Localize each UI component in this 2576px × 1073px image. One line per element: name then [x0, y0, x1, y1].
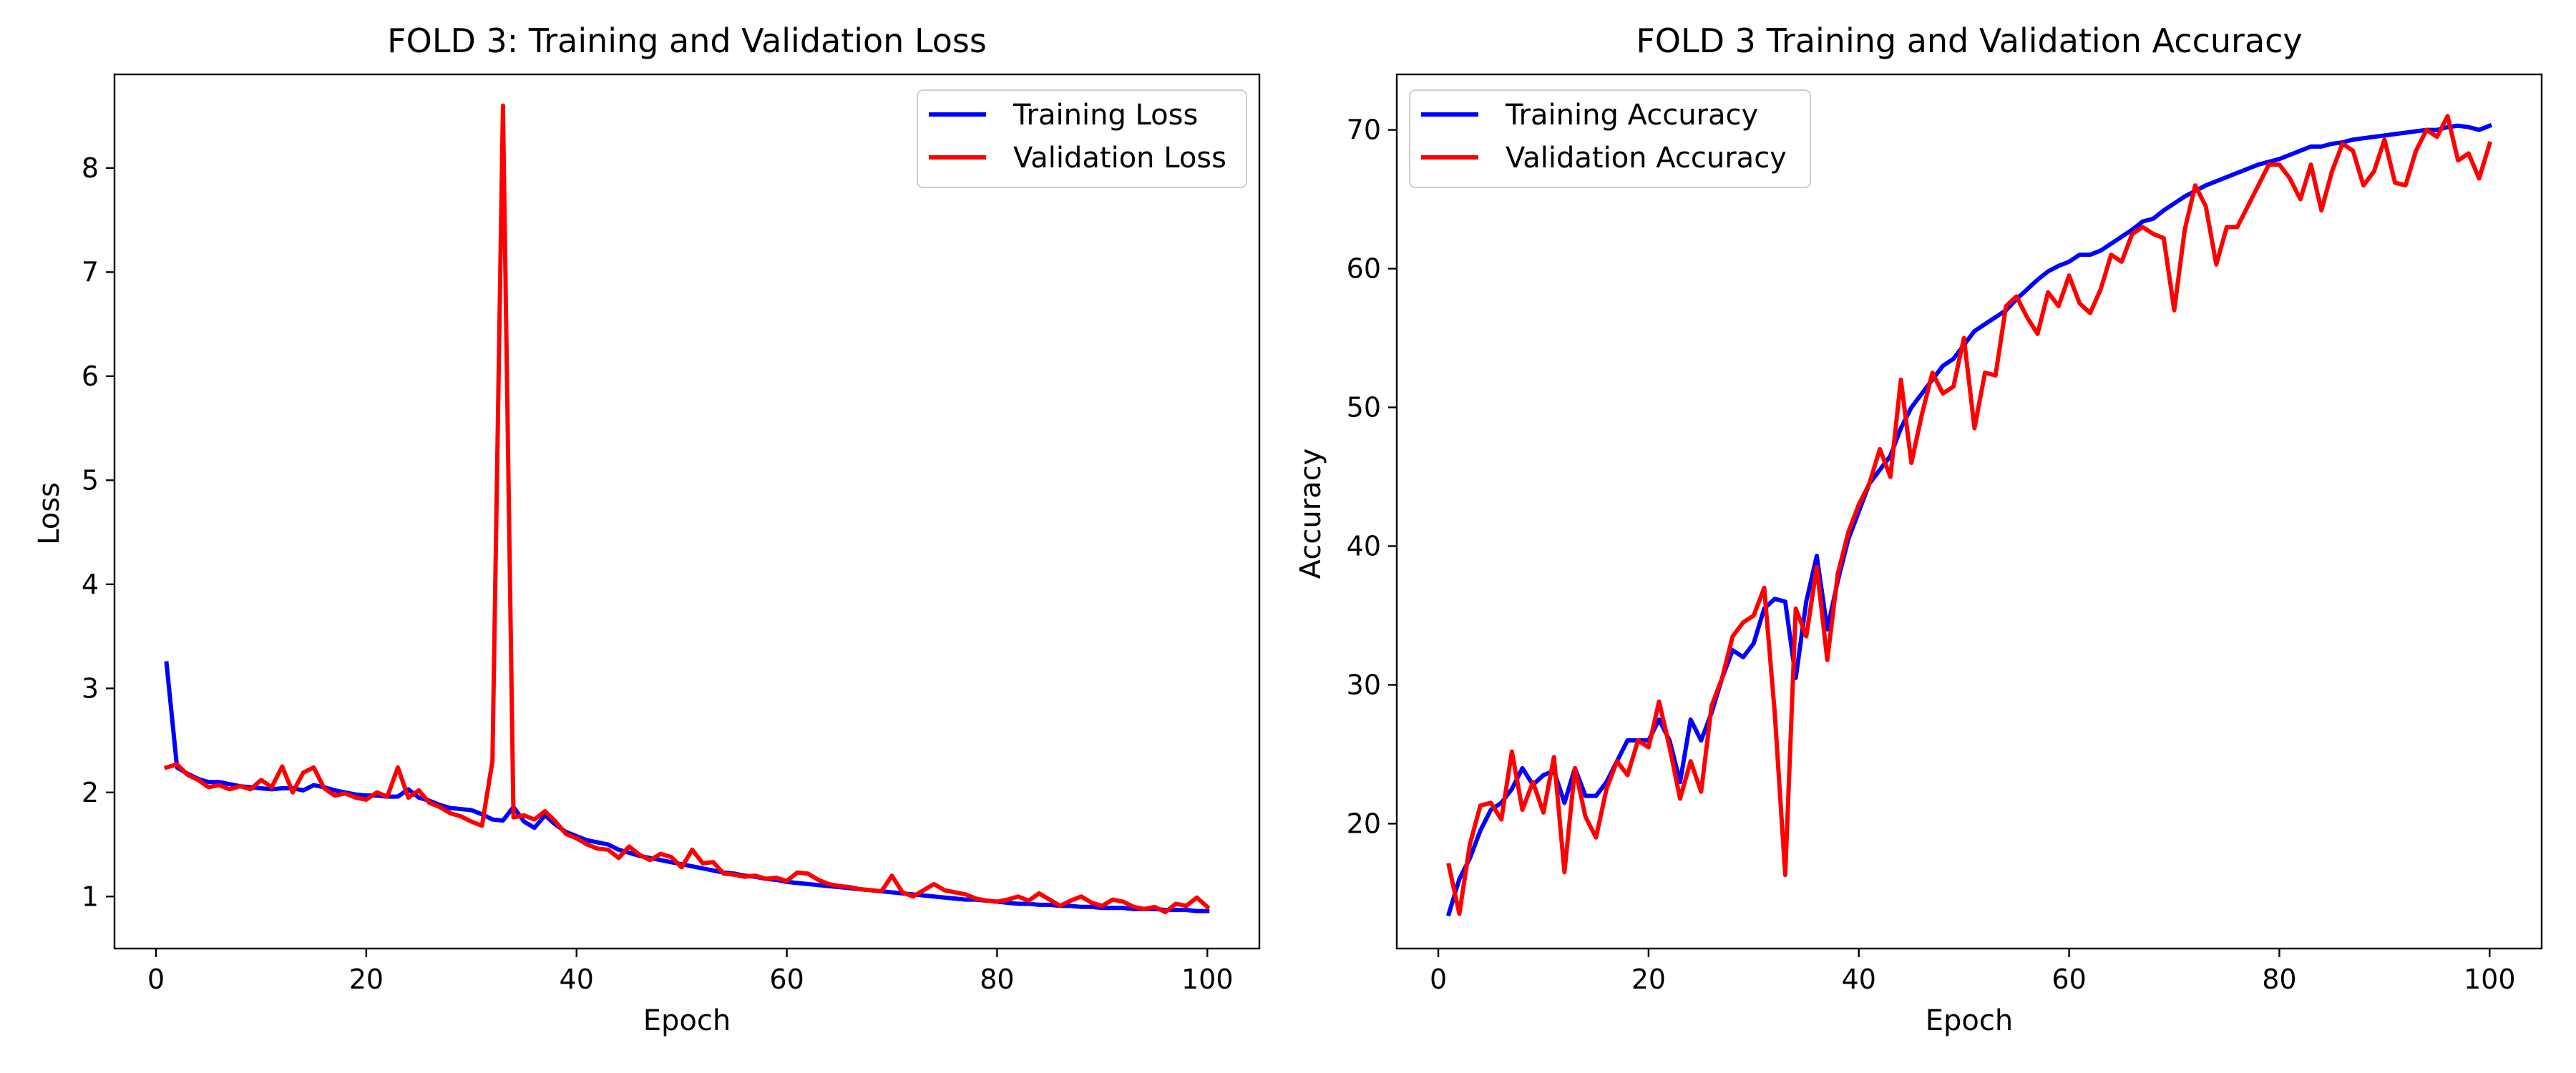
- accuracy-y-tick-label: 70: [1347, 114, 1381, 146]
- accuracy-legend-label-training: Training Accuracy: [1505, 99, 1758, 132]
- loss-x-tick-label: 80: [980, 964, 1014, 995]
- loss-chart-panel: FOLD 3: Training and Validation Loss Epo…: [33, 21, 1261, 1037]
- accuracy-series-lines: [1445, 114, 2493, 917]
- training-accuracy-line: [1445, 122, 2493, 917]
- loss-x-tick-label: 40: [560, 964, 594, 995]
- accuracy-axes-frame: [1395, 73, 2543, 950]
- loss-x-axis-label: Epoch: [643, 1004, 731, 1037]
- loss-y-tick-label: 5: [82, 464, 99, 496]
- accuracy-y-tick-label: 20: [1347, 808, 1381, 839]
- accuracy-y-tick-label: 40: [1347, 530, 1381, 562]
- accuracy-x-tick-label: 40: [1842, 964, 1876, 995]
- accuracy-ticks: 0 20 40 60 80 100 20 30 40 50 60 70: [1347, 114, 2516, 995]
- loss-legend-label-validation: Validation Loss: [1013, 142, 1226, 175]
- accuracy-y-tick-label: 60: [1347, 253, 1381, 285]
- loss-x-tick-label: 0: [147, 964, 165, 995]
- loss-y-axis-label: Loss: [33, 482, 66, 545]
- loss-y-tick-label: 6: [82, 361, 99, 392]
- loss-y-tick-label: 4: [82, 569, 99, 600]
- loss-chart-title: FOLD 3: Training and Validation Loss: [387, 21, 987, 60]
- loss-legend: Training Loss Validation Loss: [917, 89, 1247, 188]
- accuracy-x-tick-label: 20: [1631, 964, 1666, 995]
- loss-x-tick-label: 20: [349, 964, 384, 995]
- accuracy-x-tick-label: 100: [2464, 964, 2516, 995]
- loss-y-tick-label: 1: [82, 881, 99, 912]
- loss-y-tick-label: 3: [82, 672, 99, 704]
- loss-y-tick-label: 8: [82, 152, 99, 184]
- loss-series-lines: [164, 103, 1211, 915]
- loss-axes-frame: [113, 73, 1261, 950]
- loss-y-tick-label: 2: [82, 777, 99, 808]
- accuracy-chart-title: FOLD 3 Training and Validation Accuracy: [1636, 21, 2302, 60]
- loss-legend-label-training: Training Loss: [1013, 99, 1198, 132]
- loss-ticks: 0 20 40 60 80 100 1 2 3 4 5 6 7 8: [82, 152, 1234, 995]
- accuracy-x-tick-label: 0: [1430, 964, 1447, 995]
- accuracy-x-axis-label: Epoch: [1926, 1004, 2013, 1037]
- accuracy-y-tick-label: 30: [1347, 669, 1381, 700]
- loss-legend-box: [917, 89, 1247, 188]
- loss-y-tick-label: 7: [82, 256, 99, 288]
- training-loss-line: [164, 661, 1210, 913]
- accuracy-x-tick-label: 80: [2262, 964, 2296, 995]
- loss-x-tick-label: 100: [1181, 964, 1234, 995]
- accuracy-legend-label-validation: Validation Accuracy: [1506, 142, 1787, 175]
- accuracy-y-tick-label: 50: [1347, 392, 1381, 423]
- accuracy-legend: Training Accuracy Validation Accuracy: [1409, 89, 1811, 188]
- validation-accuracy-line: [1446, 114, 2493, 916]
- loss-x-tick-label: 60: [769, 964, 804, 995]
- accuracy-chart-panel: FOLD 3 Training and Validation Accuracy …: [1294, 21, 2543, 1037]
- validation-loss-line: [164, 103, 1211, 915]
- accuracy-y-axis-label: Accuracy: [1294, 449, 1327, 579]
- accuracy-legend-box: [1409, 89, 1811, 188]
- accuracy-x-tick-label: 60: [2051, 964, 2086, 995]
